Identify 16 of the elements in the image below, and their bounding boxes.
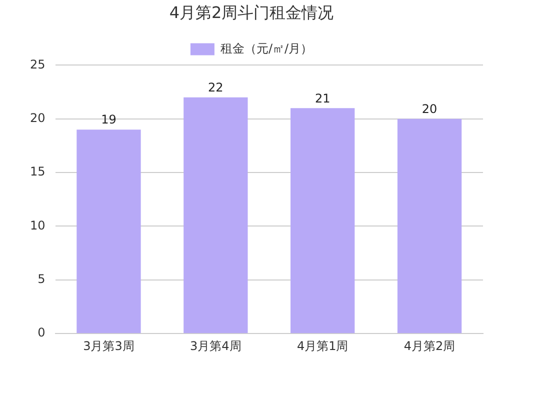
y-tick-label: 20: [30, 111, 46, 126]
y-tick-label: 15: [30, 164, 46, 179]
x-tick-label: 3月第4周: [190, 338, 242, 353]
data-label: 21: [314, 91, 330, 106]
legend-label: 租金（元/㎡/月）: [220, 41, 313, 56]
y-tick-label: 5: [38, 272, 46, 286]
x-tick-label: 4月第2周: [404, 338, 456, 353]
x-tick-label: 3月第3周: [83, 338, 134, 353]
x-tick-label: 4月第1周: [296, 338, 348, 353]
chart-title: 4月第2周斗门租金情况: [169, 2, 334, 22]
y-tick-label: 25: [30, 57, 46, 72]
data-label: 20: [422, 102, 438, 116]
y-tick-label: 10: [30, 218, 46, 232]
data-label: 19: [101, 112, 116, 127]
data-label: 22: [208, 80, 224, 95]
y-tick-label: 0: [38, 326, 46, 340]
